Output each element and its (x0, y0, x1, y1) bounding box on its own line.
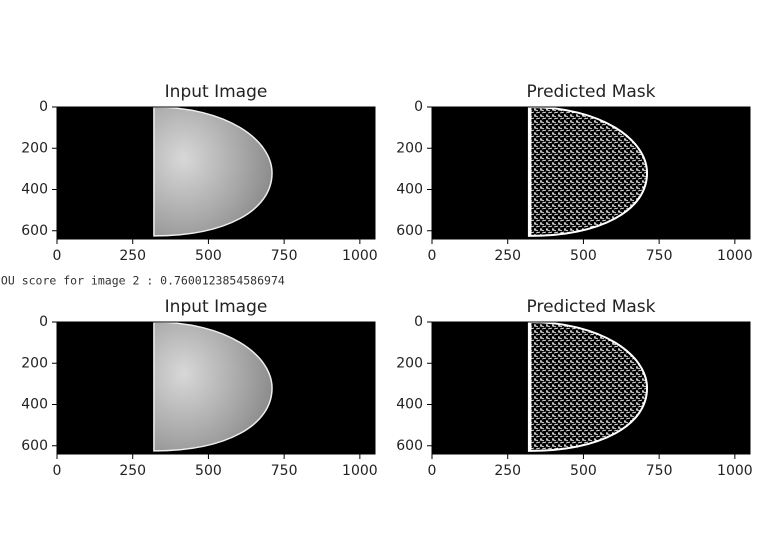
x-tick-label: 500 (195, 463, 222, 479)
y-tick-label: 400 (21, 182, 48, 198)
axes-frame (56, 106, 376, 240)
x-tick-label: 500 (570, 248, 597, 264)
output-text: IOU score for image 2 : 0.76001238545869… (0, 274, 285, 288)
y-tick-label: 0 (39, 314, 48, 330)
tissue-region (153, 321, 273, 452)
y-tick-label: 600 (396, 438, 423, 454)
x-tick-label: 1000 (717, 248, 753, 264)
x-tick-label: 500 (195, 248, 222, 264)
y-tick-label: 400 (396, 397, 423, 413)
panel-title: Predicted Mask (527, 297, 656, 317)
x-tick-label: 250 (119, 248, 146, 264)
y-tick-label: 200 (21, 355, 48, 371)
x-tick-label: 0 (428, 248, 437, 264)
y-tick-label: 400 (396, 182, 423, 198)
x-tick-label: 750 (271, 248, 298, 264)
axes-frame (431, 106, 751, 240)
y-tick-label: 600 (21, 438, 48, 454)
y-tick-label: 200 (396, 140, 423, 156)
axes-frame (56, 321, 376, 455)
mask-region (527, 105, 649, 237)
panel-title: Predicted Mask (527, 82, 656, 102)
x-tick-label: 0 (53, 463, 62, 479)
y-tick-label: 200 (396, 355, 423, 371)
x-tick-label: 0 (53, 248, 62, 264)
x-tick-label: 1000 (342, 463, 378, 479)
y-tick-label: 200 (21, 140, 48, 156)
x-tick-label: 250 (119, 463, 146, 479)
axes-frame (431, 321, 751, 455)
y-tick-label: 600 (396, 223, 423, 239)
x-tick-label: 1000 (717, 463, 753, 479)
x-tick-label: 0 (428, 463, 437, 479)
x-tick-label: 1000 (342, 248, 378, 264)
x-tick-label: 750 (646, 248, 673, 264)
panel-title: Input Image (165, 82, 268, 102)
x-tick-label: 750 (271, 463, 298, 479)
y-tick-label: 0 (39, 99, 48, 115)
tissue-region (153, 106, 273, 237)
y-tick-label: 0 (414, 314, 423, 330)
x-tick-label: 250 (494, 248, 521, 264)
mask-region (527, 320, 649, 452)
x-tick-label: 750 (646, 463, 673, 479)
y-tick-label: 600 (21, 223, 48, 239)
x-tick-label: 250 (494, 463, 521, 479)
panel-title: Input Image (165, 297, 268, 317)
x-tick-label: 500 (570, 463, 597, 479)
y-tick-label: 0 (414, 99, 423, 115)
y-tick-label: 400 (21, 397, 48, 413)
